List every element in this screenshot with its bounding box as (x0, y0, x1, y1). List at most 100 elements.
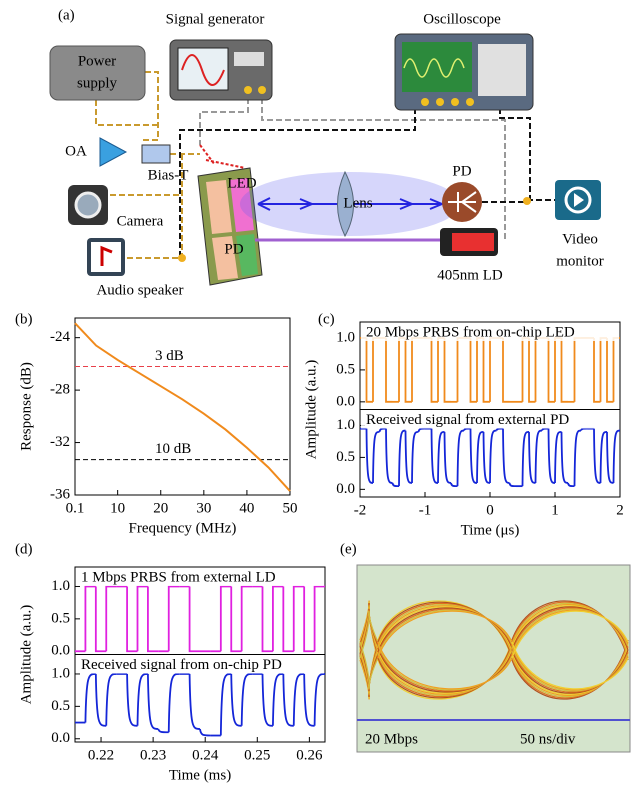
signal-segment (85, 586, 95, 651)
signal-segment (549, 338, 556, 402)
x-tick-label: 20 (153, 500, 168, 516)
y-tick-label: 0.5 (51, 698, 70, 714)
device-label: Audio speaker (96, 282, 183, 298)
panel-label: (c) (318, 311, 335, 327)
signal-segment (575, 338, 582, 402)
x-tick-label: 0.1 (66, 500, 85, 516)
signal-segment (594, 429, 601, 483)
x-tick-label: 0.24 (192, 747, 219, 763)
signal-segment (169, 674, 179, 732)
signal-segment (471, 338, 478, 402)
y-tick-label: 0.0 (336, 481, 355, 497)
signal-segment (562, 432, 569, 483)
signal-segment (315, 586, 325, 651)
page: (a) Signal generator Oscilloscope Power … (0, 0, 637, 790)
device-label: PD (224, 241, 243, 257)
device-label: Signal generator (166, 11, 265, 27)
signal-segment (614, 431, 621, 483)
signal-segment (85, 674, 95, 723)
signal-segment (438, 338, 445, 402)
signal-segment (477, 432, 484, 483)
signal-segment (386, 429, 393, 483)
signal-segment (523, 338, 530, 402)
signal-segment (231, 674, 241, 726)
signal-segment (399, 338, 406, 402)
signal-segment (607, 338, 614, 402)
eye-scale: 50 ns/div (520, 731, 576, 747)
y-tick-label: 0.0 (336, 393, 355, 409)
device-label: supply (77, 75, 118, 91)
x-tick-label: 0.23 (140, 747, 166, 763)
signal-segment (549, 429, 556, 483)
signal-segment (386, 338, 393, 402)
signal-segment (231, 586, 241, 651)
signal-segment (127, 586, 137, 651)
device-label: Video (562, 231, 598, 247)
device-label: LED (227, 175, 256, 191)
signal-segment (315, 674, 325, 726)
signal-segment (412, 432, 419, 483)
device-label: Oscilloscope (423, 11, 501, 27)
x-tick-label: 2 (616, 502, 624, 518)
reference-label: 3 dB (155, 348, 184, 364)
signal-segment (594, 338, 601, 402)
signal-segment (96, 586, 106, 651)
signal-segment (169, 586, 179, 651)
signal-segment (190, 586, 200, 651)
signal-segment (367, 338, 374, 402)
signal-segment (484, 338, 491, 402)
signal-segment (263, 586, 273, 651)
signal-segment (148, 586, 158, 651)
signal-segment (555, 338, 562, 402)
x-tick-label: 50 (283, 500, 298, 516)
signal-segment (536, 338, 543, 402)
signal-segment (451, 483, 458, 486)
eye-diagram: (e) 20 Mbps 50 ns/div (340, 541, 630, 752)
signal-segment (503, 338, 510, 402)
signal-segment (367, 429, 374, 483)
device-label: OA (65, 143, 87, 159)
signal-segment (294, 586, 304, 651)
y-tick-label: 0.5 (336, 449, 355, 465)
signal-segment (138, 674, 148, 726)
signal-segment (432, 338, 439, 402)
signal-segment (148, 674, 158, 729)
x-tick-label: 30 (196, 500, 211, 516)
x-tick-label: 40 (239, 500, 254, 516)
x-tick-label: 0.22 (88, 747, 114, 763)
eye-bit-rate: 20 Mbps (365, 731, 418, 747)
signal-segment (529, 432, 536, 483)
signal-segment (294, 674, 304, 726)
setup-diagram: (a) Signal generator Oscilloscope Power … (50, 7, 604, 298)
signal-segment (581, 429, 588, 431)
signal-segment (190, 674, 200, 729)
x-axis-label: Frequency (MHz) (129, 520, 237, 536)
signal-segment (419, 429, 426, 432)
signal-segment (242, 674, 252, 726)
y-axis-label: Amplitude (a.u.) (18, 605, 34, 705)
signal-segment (406, 431, 413, 483)
panel-label: (b) (15, 311, 33, 327)
y-tick-label: -32 (50, 434, 70, 450)
panel-label: (d) (15, 541, 33, 557)
y-axis-label: Amplitude (a.u.) (303, 360, 319, 460)
signal-segment (575, 431, 582, 487)
device-label: Camera (117, 213, 164, 229)
signal-segment (393, 483, 400, 486)
signal-segment (106, 586, 116, 651)
device-label: PD (452, 163, 471, 179)
plot-frame (75, 318, 290, 495)
y-axis-label: Response (dB) (18, 362, 34, 451)
x-tick-label: -1 (419, 502, 432, 518)
y-tick-label: 0.0 (51, 730, 70, 746)
x-tick-label: 0.26 (296, 747, 323, 763)
signal-segment (412, 338, 419, 402)
x-axis-label: Time (μs) (461, 522, 520, 538)
signal-segment (497, 429, 504, 431)
signal-segment (601, 432, 608, 483)
signal-segment (568, 483, 575, 486)
subplot-title: 1 Mbps PRBS from external LD (81, 569, 276, 585)
subplot-title: Received signal from on-chip PD (81, 657, 282, 673)
y-tick-label: 0.5 (336, 361, 355, 377)
signal-segment (607, 432, 614, 483)
